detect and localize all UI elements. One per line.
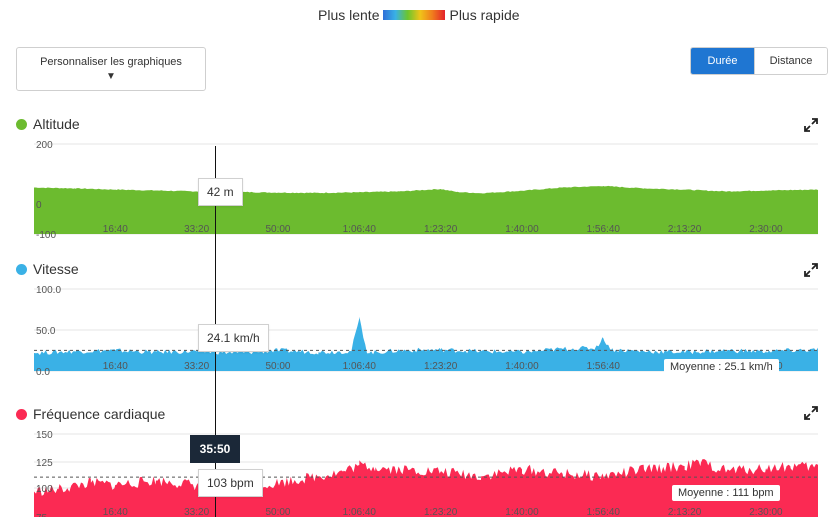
y-tick-label: 100.0 [36, 285, 61, 296]
altitude-title-text: Altitude [33, 116, 80, 132]
altitude-tooltip: 42 m [198, 178, 243, 206]
x-tick-label: 1:06:40 [343, 507, 377, 517]
y-tick-label: -100 [36, 230, 56, 241]
x-tick-label: 2:30:00 [749, 507, 783, 517]
x-tick-label: 1:06:40 [343, 224, 377, 235]
x-tick-label: 1:56:40 [587, 361, 621, 372]
heart-rate-dot-icon [16, 408, 27, 420]
x-tick-label: 1:56:40 [587, 507, 621, 517]
y-tick-label: 75 [36, 513, 48, 517]
x-tick-label: 1:06:40 [343, 361, 377, 372]
speed-color-legend: Plus lente Plus rapide [318, 6, 520, 24]
x-tick-label: 33:20 [184, 224, 209, 235]
x-tick-label: 1:23:20 [424, 507, 458, 517]
y-tick-label: 150 [36, 430, 53, 441]
legend-fast-label: Plus rapide [449, 7, 520, 23]
series-area [34, 316, 818, 371]
x-tick-label: 16:40 [103, 224, 128, 235]
x-tick-label: 16:40 [103, 507, 128, 517]
legend-slow-label: Plus lente [318, 7, 380, 23]
series-area [34, 459, 818, 517]
expand-icon[interactable] [804, 263, 818, 277]
expand-icon[interactable] [804, 118, 818, 132]
x-tick-label: 1:56:40 [587, 224, 621, 235]
toggle-distance[interactable]: Distance [754, 48, 827, 74]
x-tick-label: 1:40:00 [505, 361, 539, 372]
x-tick-label: 2:13:20 [668, 224, 702, 235]
customize-charts-label: Personnaliser les graphiques [40, 56, 182, 68]
x-tick-label: 1:23:20 [424, 224, 458, 235]
speed-tooltip: 24.1 km/h [198, 324, 269, 352]
chevron-down-icon: ▼ [106, 71, 116, 82]
x-tick-label: 2:30:00 [749, 224, 783, 235]
x-tick-label: 50:00 [265, 507, 290, 517]
altitude-title: Altitude [16, 116, 80, 132]
speed-title-text: Vitesse [33, 261, 79, 277]
x-tick-label: 33:20 [184, 361, 209, 372]
x-tick-label: 1:40:00 [505, 507, 539, 517]
x-tick-label: 1:23:20 [424, 361, 458, 372]
speed-average-label: Moyenne : 25.1 km/h [664, 359, 779, 375]
x-tick-label: 2:13:20 [668, 507, 702, 517]
y-tick-label: 125 [36, 458, 53, 469]
altitude-chart[interactable]: 200 0 -100 16:40 33:20 50:00 1:06:40 1:23:20 1:4… [0, 138, 828, 241]
speed-gradient-bar [383, 10, 446, 20]
cursor-time-badge: 35:50 [190, 435, 240, 463]
heart-rate-title-text: Fréquence cardiaque [33, 406, 166, 422]
heart-rate-average-label: Moyenne : 111 bpm [672, 485, 780, 501]
y-tick-label: 50.0 [36, 326, 56, 337]
altitude-dot-icon [16, 118, 27, 130]
x-tick-label: 16:40 [103, 361, 128, 372]
speed-title: Vitesse [16, 261, 79, 277]
toggle-duration[interactable]: Durée [691, 48, 754, 74]
heart-rate-chart[interactable]: 150 125 100 75 16:40 33:20 50:00 1:06:40 1:23:20… [0, 427, 828, 517]
y-tick-label: 0.0 [36, 367, 50, 378]
heart-rate-title: Fréquence cardiaque [16, 406, 165, 422]
y-tick-label: 200 [36, 140, 53, 151]
customize-charts-button[interactable]: Personnaliser les graphiques ▼ [16, 47, 206, 91]
x-tick-label: 1:40:00 [505, 224, 539, 235]
expand-icon[interactable] [804, 406, 818, 420]
x-tick-label: 33:20 [184, 507, 209, 517]
speed-dot-icon [16, 263, 27, 275]
y-tick-label: 0 [36, 200, 42, 211]
x-tick-label: 50:00 [265, 224, 290, 235]
view-toggle: Durée Distance [690, 47, 828, 75]
heart-rate-tooltip: 103 bpm [198, 469, 263, 497]
y-tick-label: 100 [36, 484, 53, 495]
x-tick-label: 50:00 [265, 361, 290, 372]
